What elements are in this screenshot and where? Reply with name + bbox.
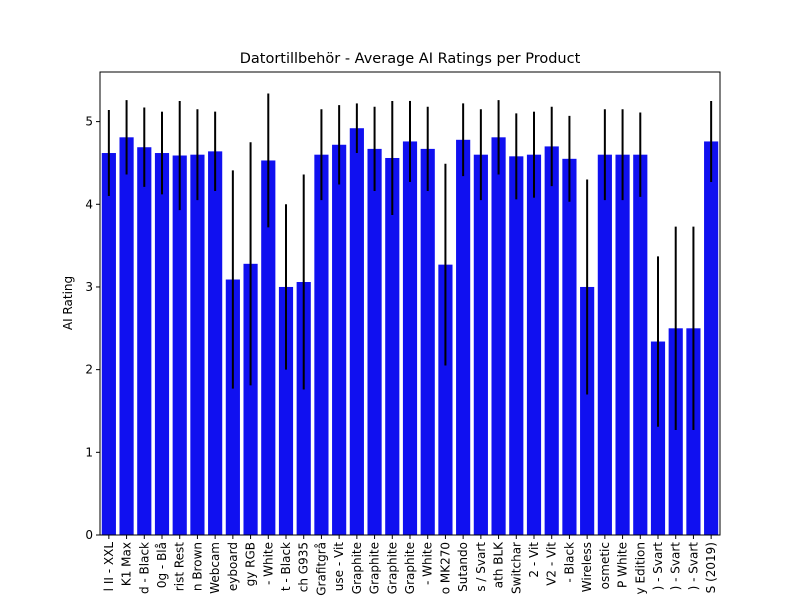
bar — [473, 154, 488, 535]
x-tick-label: Graphite — [368, 542, 382, 594]
x-tick-label: 2 - Vit — [527, 542, 541, 578]
x-tick-label: d - Black — [137, 542, 151, 594]
x-tick-label: - White — [421, 542, 435, 585]
bar — [686, 328, 701, 535]
bar — [137, 147, 152, 536]
bar — [650, 341, 666, 535]
x-tick-label: Webcam — [208, 542, 222, 594]
bar — [367, 148, 382, 536]
x-tick-label: Switchar — [509, 542, 523, 594]
bar — [119, 137, 134, 535]
x-tick-label: Grafitgrå — [314, 542, 328, 596]
y-tick-label: 2 — [85, 363, 93, 377]
bar — [491, 137, 506, 535]
bar — [225, 279, 240, 535]
bar — [278, 286, 294, 535]
x-tick-label: Graphite — [403, 542, 417, 594]
x-tick-label: ath BLK — [492, 541, 506, 588]
y-tick-label: 0 — [85, 528, 93, 542]
bar — [261, 160, 276, 535]
x-tick-label: ) - Svart — [651, 542, 665, 591]
bar — [172, 155, 187, 535]
bar — [509, 156, 524, 535]
bar — [101, 153, 116, 535]
bar — [615, 154, 630, 535]
bar — [332, 144, 347, 535]
bar — [438, 264, 453, 535]
bar — [456, 139, 471, 535]
x-tick-label: rist Rest — [173, 542, 187, 591]
bar — [208, 151, 223, 535]
y-axis-label: AI Rating — [61, 276, 75, 330]
y-tick-label: 4 — [85, 197, 93, 211]
x-tick-label: Sutando — [456, 542, 470, 592]
y-tick-label: 3 — [85, 280, 93, 294]
x-tick-label: 0g - Blå — [155, 542, 169, 588]
bar — [633, 154, 648, 535]
x-tick-label: Graphite — [385, 542, 399, 594]
x-tick-label: - Black — [562, 542, 576, 583]
x-tick-label: V2 - Vit — [545, 542, 559, 586]
bar — [597, 154, 612, 535]
bar — [704, 141, 719, 535]
x-tick-label: K1 Max — [120, 542, 134, 586]
x-tick-label: Graphite — [350, 542, 364, 594]
x-tick-label: o MK270 — [438, 542, 452, 594]
bar — [580, 286, 595, 535]
x-tick-label: gy RGB — [244, 542, 258, 586]
bar — [544, 146, 559, 536]
bar — [420, 148, 435, 536]
x-tick-label: use - Vit — [332, 542, 346, 591]
bar — [385, 157, 400, 535]
plot-frame — [99, 71, 721, 536]
x-tick-label: osmetic — [598, 542, 612, 589]
x-tick-label: t - Black — [279, 542, 293, 591]
x-tick-label: l II - XXL — [102, 542, 116, 592]
x-tick-label: ) - Svart — [669, 542, 683, 591]
chart-title: Datortillbehör - Average AI Ratings per … — [240, 51, 581, 67]
bar — [314, 154, 329, 535]
x-tick-label: ) - Svart — [686, 542, 700, 591]
bar — [402, 141, 418, 535]
x-tick-label: eyboard — [226, 542, 240, 591]
x-tick-label: ch G935 — [297, 542, 311, 592]
x-tick-label: P White — [616, 542, 630, 588]
bar — [526, 154, 542, 535]
bar — [243, 263, 258, 535]
y-tick-label: 5 — [85, 115, 93, 129]
x-tick-label: S (2019) — [704, 542, 718, 593]
x-tick-label: s / Svart — [474, 542, 488, 592]
bar — [349, 128, 364, 535]
x-tick-label: n Brown — [190, 542, 204, 591]
bar — [190, 154, 205, 535]
x-tick-label: - White — [261, 542, 275, 585]
x-tick-label: Wireless — [580, 542, 594, 592]
bar — [562, 158, 577, 535]
bar — [668, 328, 683, 535]
y-tick-label: 1 — [85, 445, 93, 459]
bar — [296, 282, 311, 535]
x-tick-label: y Edition — [633, 542, 647, 594]
bar — [154, 153, 170, 535]
